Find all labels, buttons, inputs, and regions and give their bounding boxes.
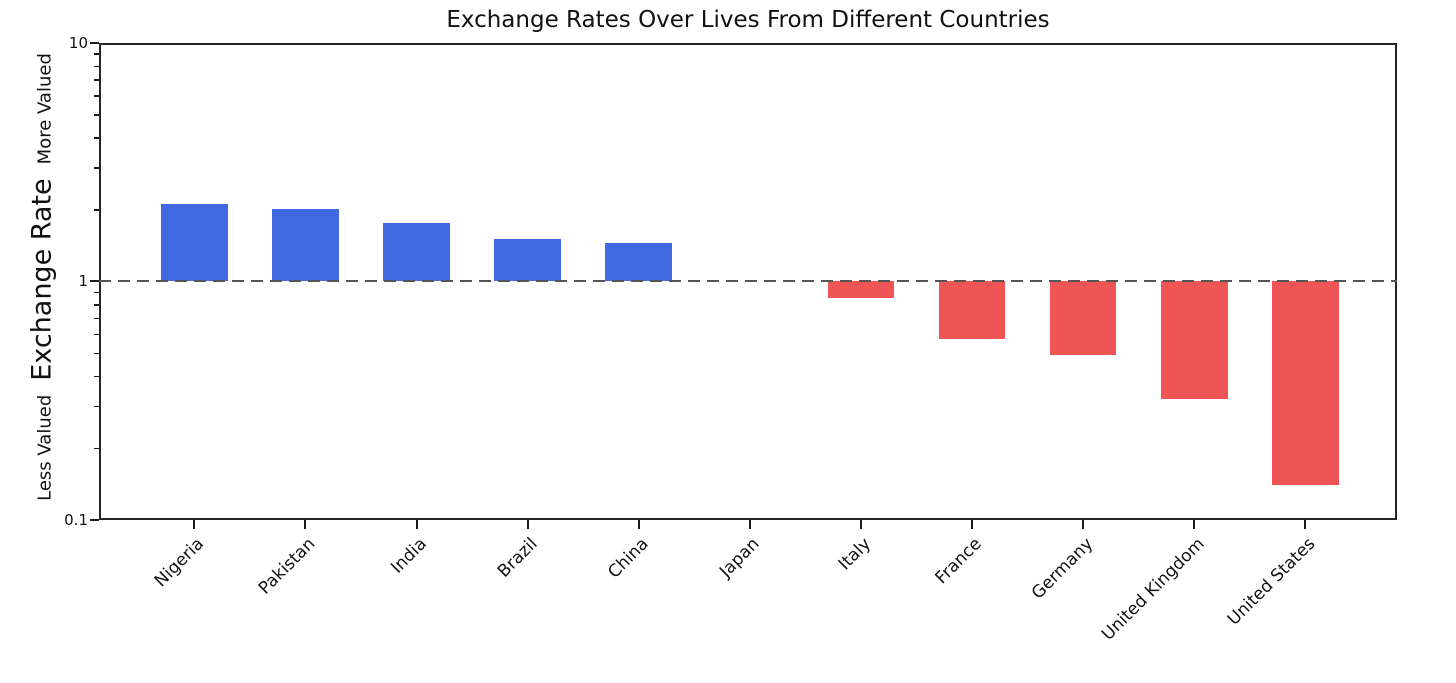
y-tick-10 <box>90 41 99 44</box>
bar-united-states <box>1271 281 1339 485</box>
reference-line-y-equals-1 <box>99 280 1397 283</box>
x-tick-label-germany: Germany <box>1027 534 1098 604</box>
y-minor-tick <box>94 167 99 169</box>
x-tick-germany <box>1082 520 1085 529</box>
x-tick-label-united-states: United States <box>1223 534 1320 630</box>
x-tick-nigeria <box>193 520 196 529</box>
y-minor-tick <box>94 304 99 306</box>
y-minor-tick <box>94 352 99 355</box>
y-tick-label-10: 10 <box>68 33 88 52</box>
x-tick-label-japan: Japan <box>716 534 764 582</box>
y-minor-tick <box>94 95 99 97</box>
chart-title: Exchange Rates Over Lives From Different… <box>446 7 1050 33</box>
x-tick-label-nigeria: Nigeria <box>151 534 209 592</box>
bar-india <box>383 223 450 281</box>
y-tick-label-1: 1 <box>78 272 88 290</box>
x-tick-label-india: India <box>386 534 431 578</box>
x-tick-italy <box>859 520 862 529</box>
y-minor-tick <box>94 447 99 450</box>
y-tick-1 <box>90 280 99 282</box>
y-minor-tick <box>94 65 99 67</box>
y-minor-tick <box>94 137 99 139</box>
x-tick-pakistan <box>304 520 307 529</box>
y-minor-tick <box>94 375 99 378</box>
x-tick-united-kingdom <box>1193 520 1196 529</box>
y-axis-annotation-more-valued: More Valued <box>34 53 56 165</box>
bar-italy <box>827 281 895 298</box>
bar-brazil <box>494 239 561 281</box>
x-tick-label-china: China <box>604 534 653 583</box>
x-tick-label-united-kingdom: United Kingdom <box>1097 534 1209 645</box>
bar-united-kingdom <box>1160 281 1228 400</box>
y-minor-tick <box>94 291 99 294</box>
y-minor-tick <box>94 79 99 81</box>
y-minor-tick <box>94 333 99 336</box>
x-tick-china <box>637 520 640 529</box>
x-tick-united-states <box>1304 520 1307 529</box>
y-tick-label-0.1: 0.1 <box>64 510 88 529</box>
x-tick-label-pakistan: Pakistan <box>255 534 320 599</box>
bar-france <box>938 281 1006 340</box>
y-minor-tick <box>94 405 99 408</box>
y-tick-0.1 <box>90 518 99 521</box>
x-tick-india <box>415 520 418 529</box>
y-axis-annotation-less-valued: Less Valued <box>34 394 56 501</box>
bar-pakistan <box>272 209 339 281</box>
x-tick-label-italy: Italy <box>834 534 876 575</box>
x-tick-label-france: France <box>932 534 987 589</box>
x-tick-france <box>971 520 973 529</box>
y-minor-tick <box>94 317 99 320</box>
bar-china <box>605 242 673 281</box>
y-minor-tick <box>94 114 99 116</box>
bar-nigeria <box>160 204 228 281</box>
x-tick-label-brazil: Brazil <box>494 534 542 582</box>
y-minor-tick <box>94 209 99 211</box>
bar-germany <box>1049 281 1117 355</box>
y-minor-tick <box>94 53 99 55</box>
x-tick-brazil <box>526 520 529 529</box>
x-tick-japan <box>748 520 751 529</box>
